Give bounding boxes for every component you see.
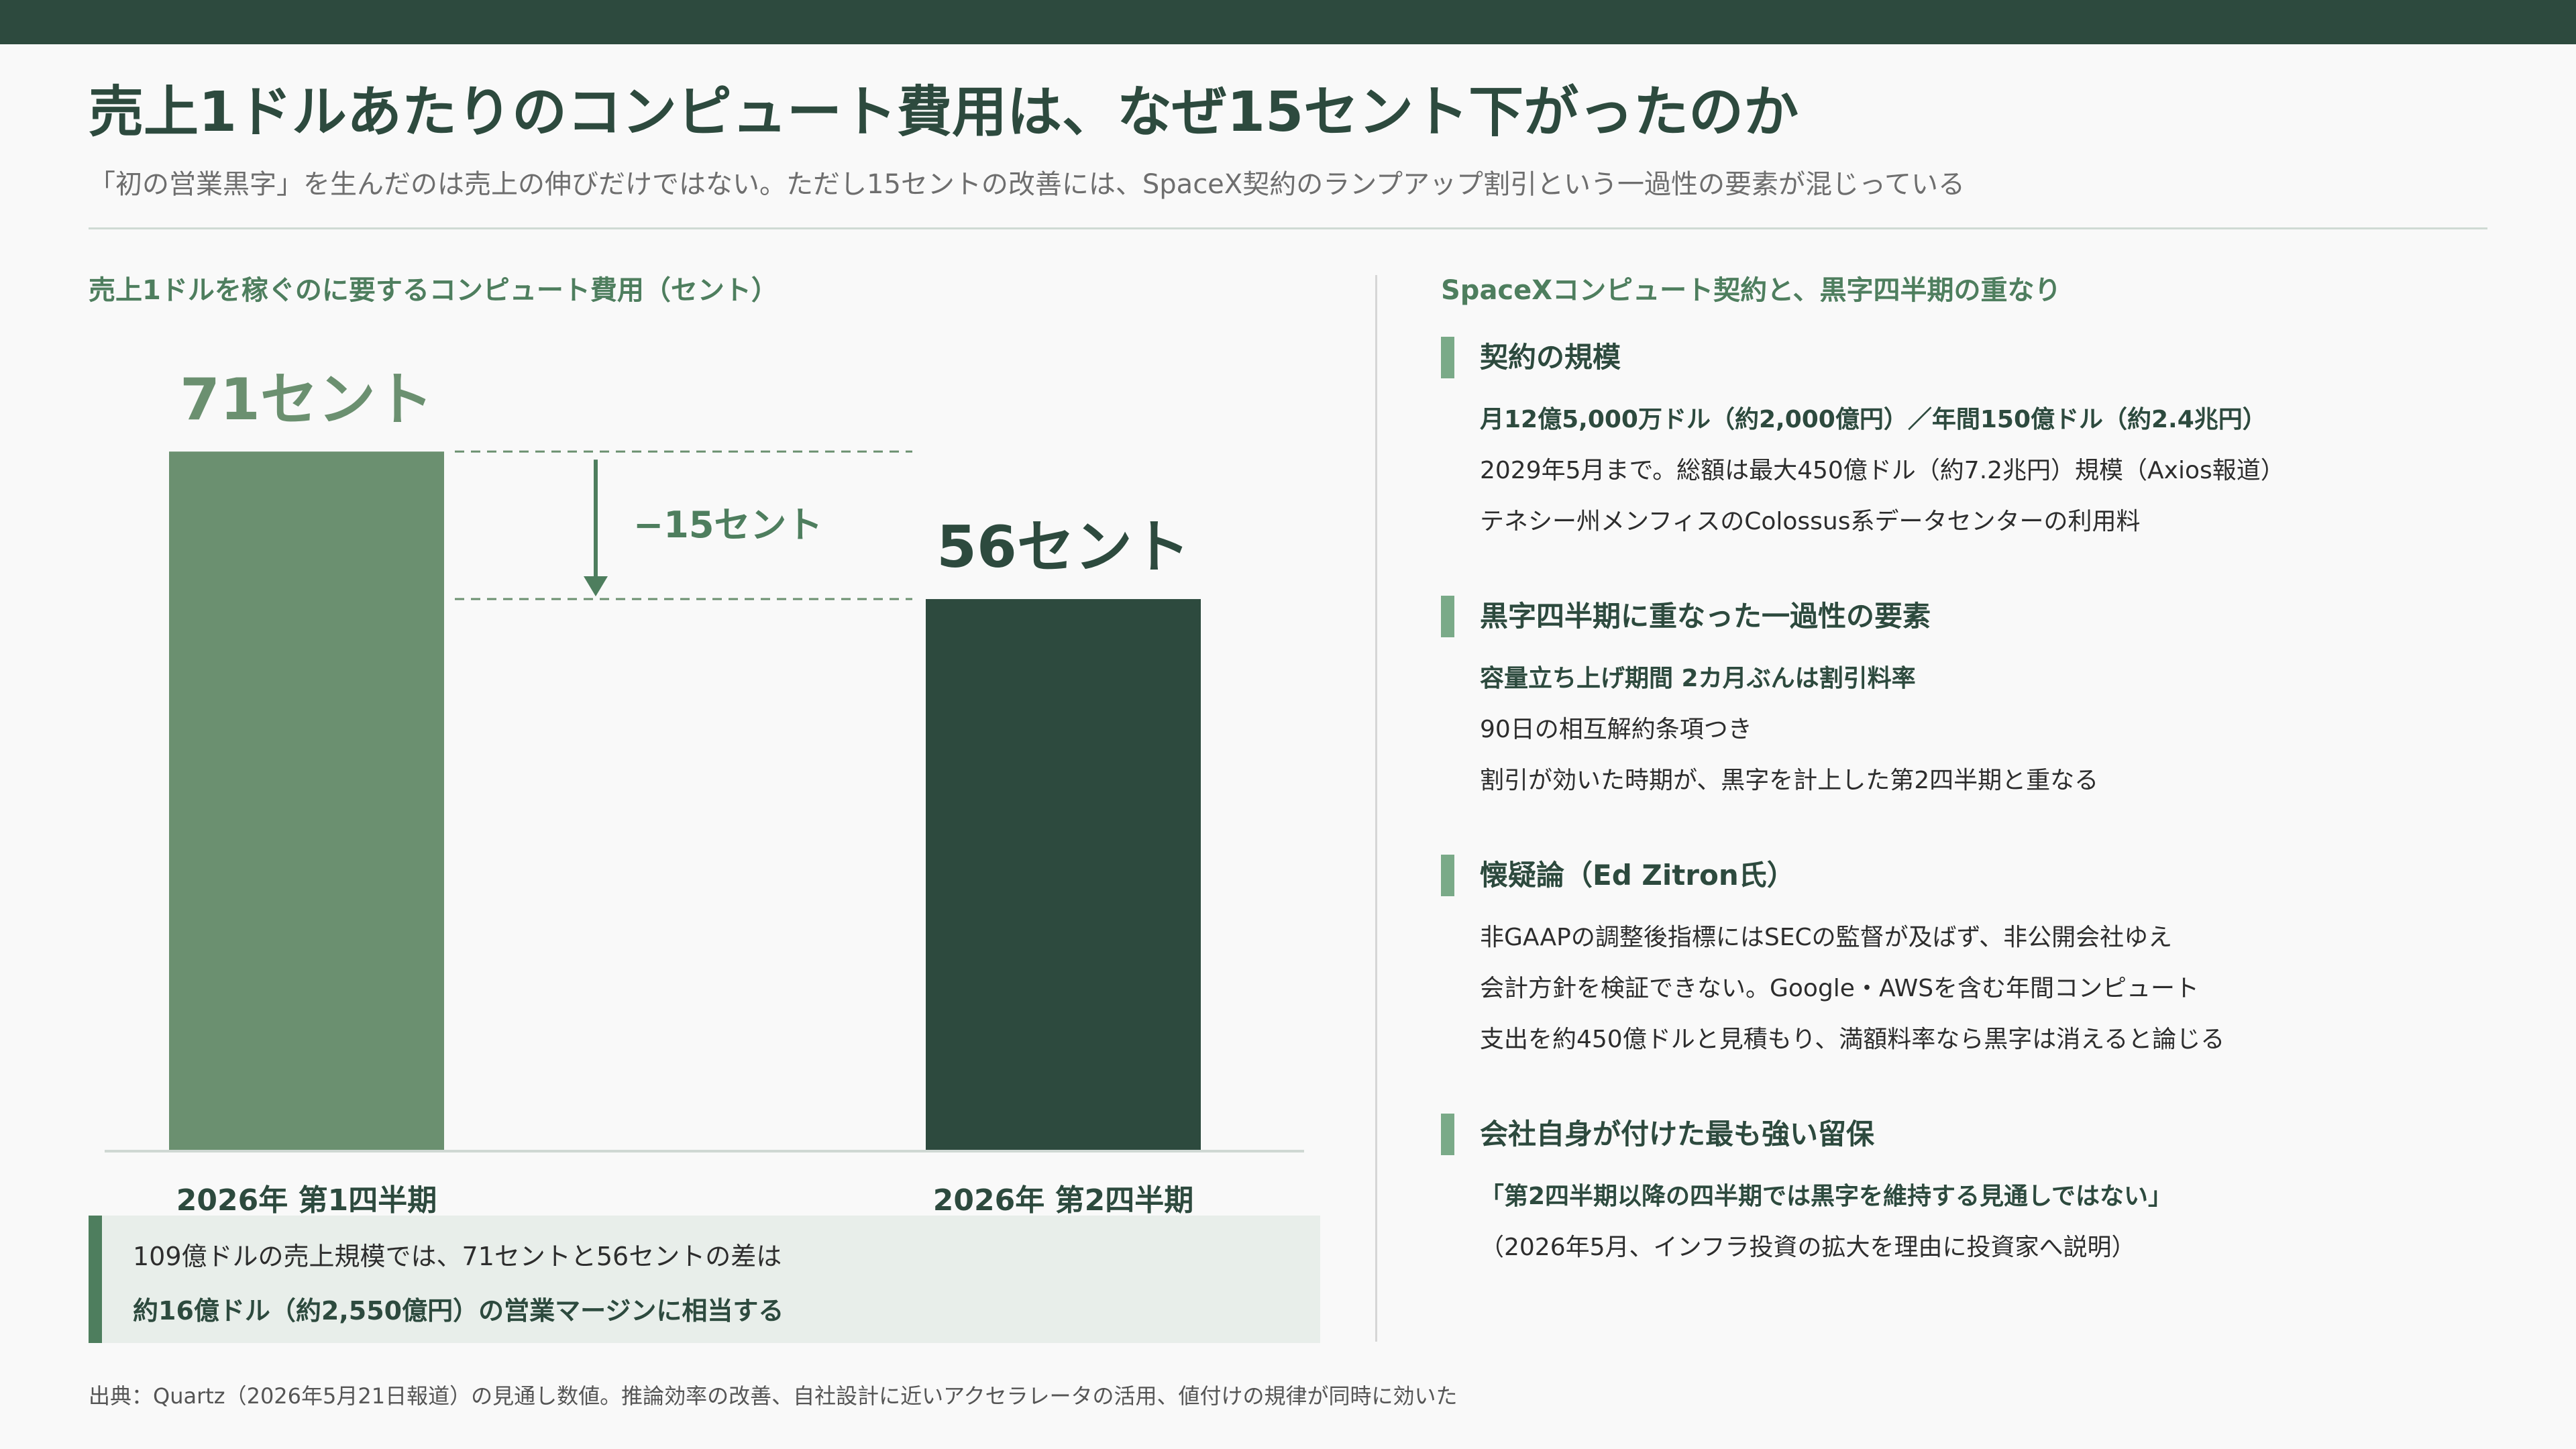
block-line: テネシー州メンフィスのColossus系データセンターの利用料 <box>1480 508 2141 535</box>
block-accent-bar <box>1441 596 1454 637</box>
note-line-2: 約16億ドル（約2,550億円）の営業マージンに相当する <box>133 1296 784 1326</box>
page-subtitle: 「初の営業黒字」を生んだのは売上の伸びだけではない。ただし15セントの改善には、… <box>89 169 1965 200</box>
page-title: 売上1ドルあたりのコンピュート費用は、なぜ15セント下がったのか <box>89 80 1799 144</box>
bar-1 <box>169 451 444 1150</box>
block-title: 契約の規模 <box>1441 335 2528 380</box>
right-heading: SpaceXコンピュート契約と、黒字四半期の重なり <box>1441 275 2061 306</box>
delta-arrow-head <box>584 576 608 597</box>
block-accent-bar <box>1441 855 1454 896</box>
info-block: 契約の規模月12億5,000万ドル（約2,000億円）／年間150億ドル（約2.… <box>1441 335 2528 547</box>
block-title-text: 黒字四半期に重なった一過性の要素 <box>1480 600 1931 633</box>
chart-note: 109億ドルの売上規模では、71セントと56セントの差は 約16億ドル（約2,5… <box>89 1216 1320 1343</box>
info-blocks: 契約の規模月12億5,000万ドル（約2,000億円）／年間150億ドル（約2.… <box>1441 335 2528 1273</box>
block-line: 割引が効いた時期が、黒字を計上した第2四半期と重なる <box>1480 767 2099 794</box>
value-label-2: 56セント <box>936 514 1190 581</box>
header-divider <box>89 227 2487 229</box>
block-line: 2029年5月まで。総額は最大450億ドル（約7.2兆円）規模（Axios報道） <box>1480 457 2285 484</box>
block-line: 支出を約450億ドルと見積もり、満額料率なら黒字は消えると論じる <box>1480 1026 2225 1053</box>
info-block: 黒字四半期に重なった一過性の要素容量立ち上げ期間 2カ月ぶんは割引料率 90日の相… <box>1441 594 2528 806</box>
block-title-text: 契約の規模 <box>1480 341 1621 374</box>
source-footer: 出典：Quartz（2026年5月21日報道）の見通し数値。推論効率の改善、自社… <box>89 1383 1458 1409</box>
block-line: 容量立ち上げ期間 2カ月ぶんは割引料率 <box>1480 665 1916 692</box>
block-accent-bar <box>1441 1114 1454 1155</box>
delta-label: −15セント <box>633 504 822 546</box>
block-line: （2026年5月、インフラ投資の拡大を理由に投資家へ説明） <box>1480 1234 2136 1261</box>
column-divider <box>1375 275 1377 1342</box>
block-line: 非GAAPの調整後指標にはSECの監督が及ばず、非公開会社ゆえ <box>1480 924 2173 951</box>
block-title: 懐疑論（Ed Zitron氏） <box>1441 853 2528 898</box>
category-label-1: 2026年 第1四半期 <box>176 1183 437 1218</box>
block-line: 90日の相互解約条項つき <box>1480 716 1752 743</box>
block-accent-bar <box>1441 337 1454 378</box>
block-title: 黒字四半期に重なった一過性の要素 <box>1441 594 2528 639</box>
bar-chart: 71セント 2026年 第1四半期 56セント 2026年 第2四半期 −15セント <box>105 366 1304 1218</box>
bar-2 <box>926 599 1201 1150</box>
note-line-1: 109億ドルの売上規模では、71セントと56セントの差は <box>133 1242 782 1271</box>
block-line: 会計方針を検証できない。Google・AWSを含む年間コンピュート <box>1480 975 2200 1002</box>
block-title-text: 懐疑論（Ed Zitron氏） <box>1480 859 1795 892</box>
block-line: 「第2四半期以降の四半期では黒字を維持する見通しではない」 <box>1480 1183 2172 1210</box>
category-label-2: 2026年 第2四半期 <box>933 1183 1193 1218</box>
info-block: 会社自身が付けた最も強い留保「第2四半期以降の四半期では黒字を維持する見通しでは… <box>1441 1112 2528 1273</box>
block-title: 会社自身が付けた最も強い留保 <box>1441 1112 2528 1157</box>
block-line: 月12億5,000万ドル（約2,000億円）／年間150億ドル（約2.4兆円） <box>1480 406 2267 433</box>
chart-heading: 売上1ドルを稼ぐのに要するコンピュート費用（セント） <box>89 275 778 306</box>
value-label-1: 71セント <box>180 366 433 433</box>
top-bar <box>0 0 2576 44</box>
info-block: 懐疑論（Ed Zitron氏） 非GAAPの調整後指標にはSECの監督が及ばず、非… <box>1441 853 2528 1065</box>
block-title-text: 会社自身が付けた最も強い留保 <box>1480 1118 1875 1150</box>
